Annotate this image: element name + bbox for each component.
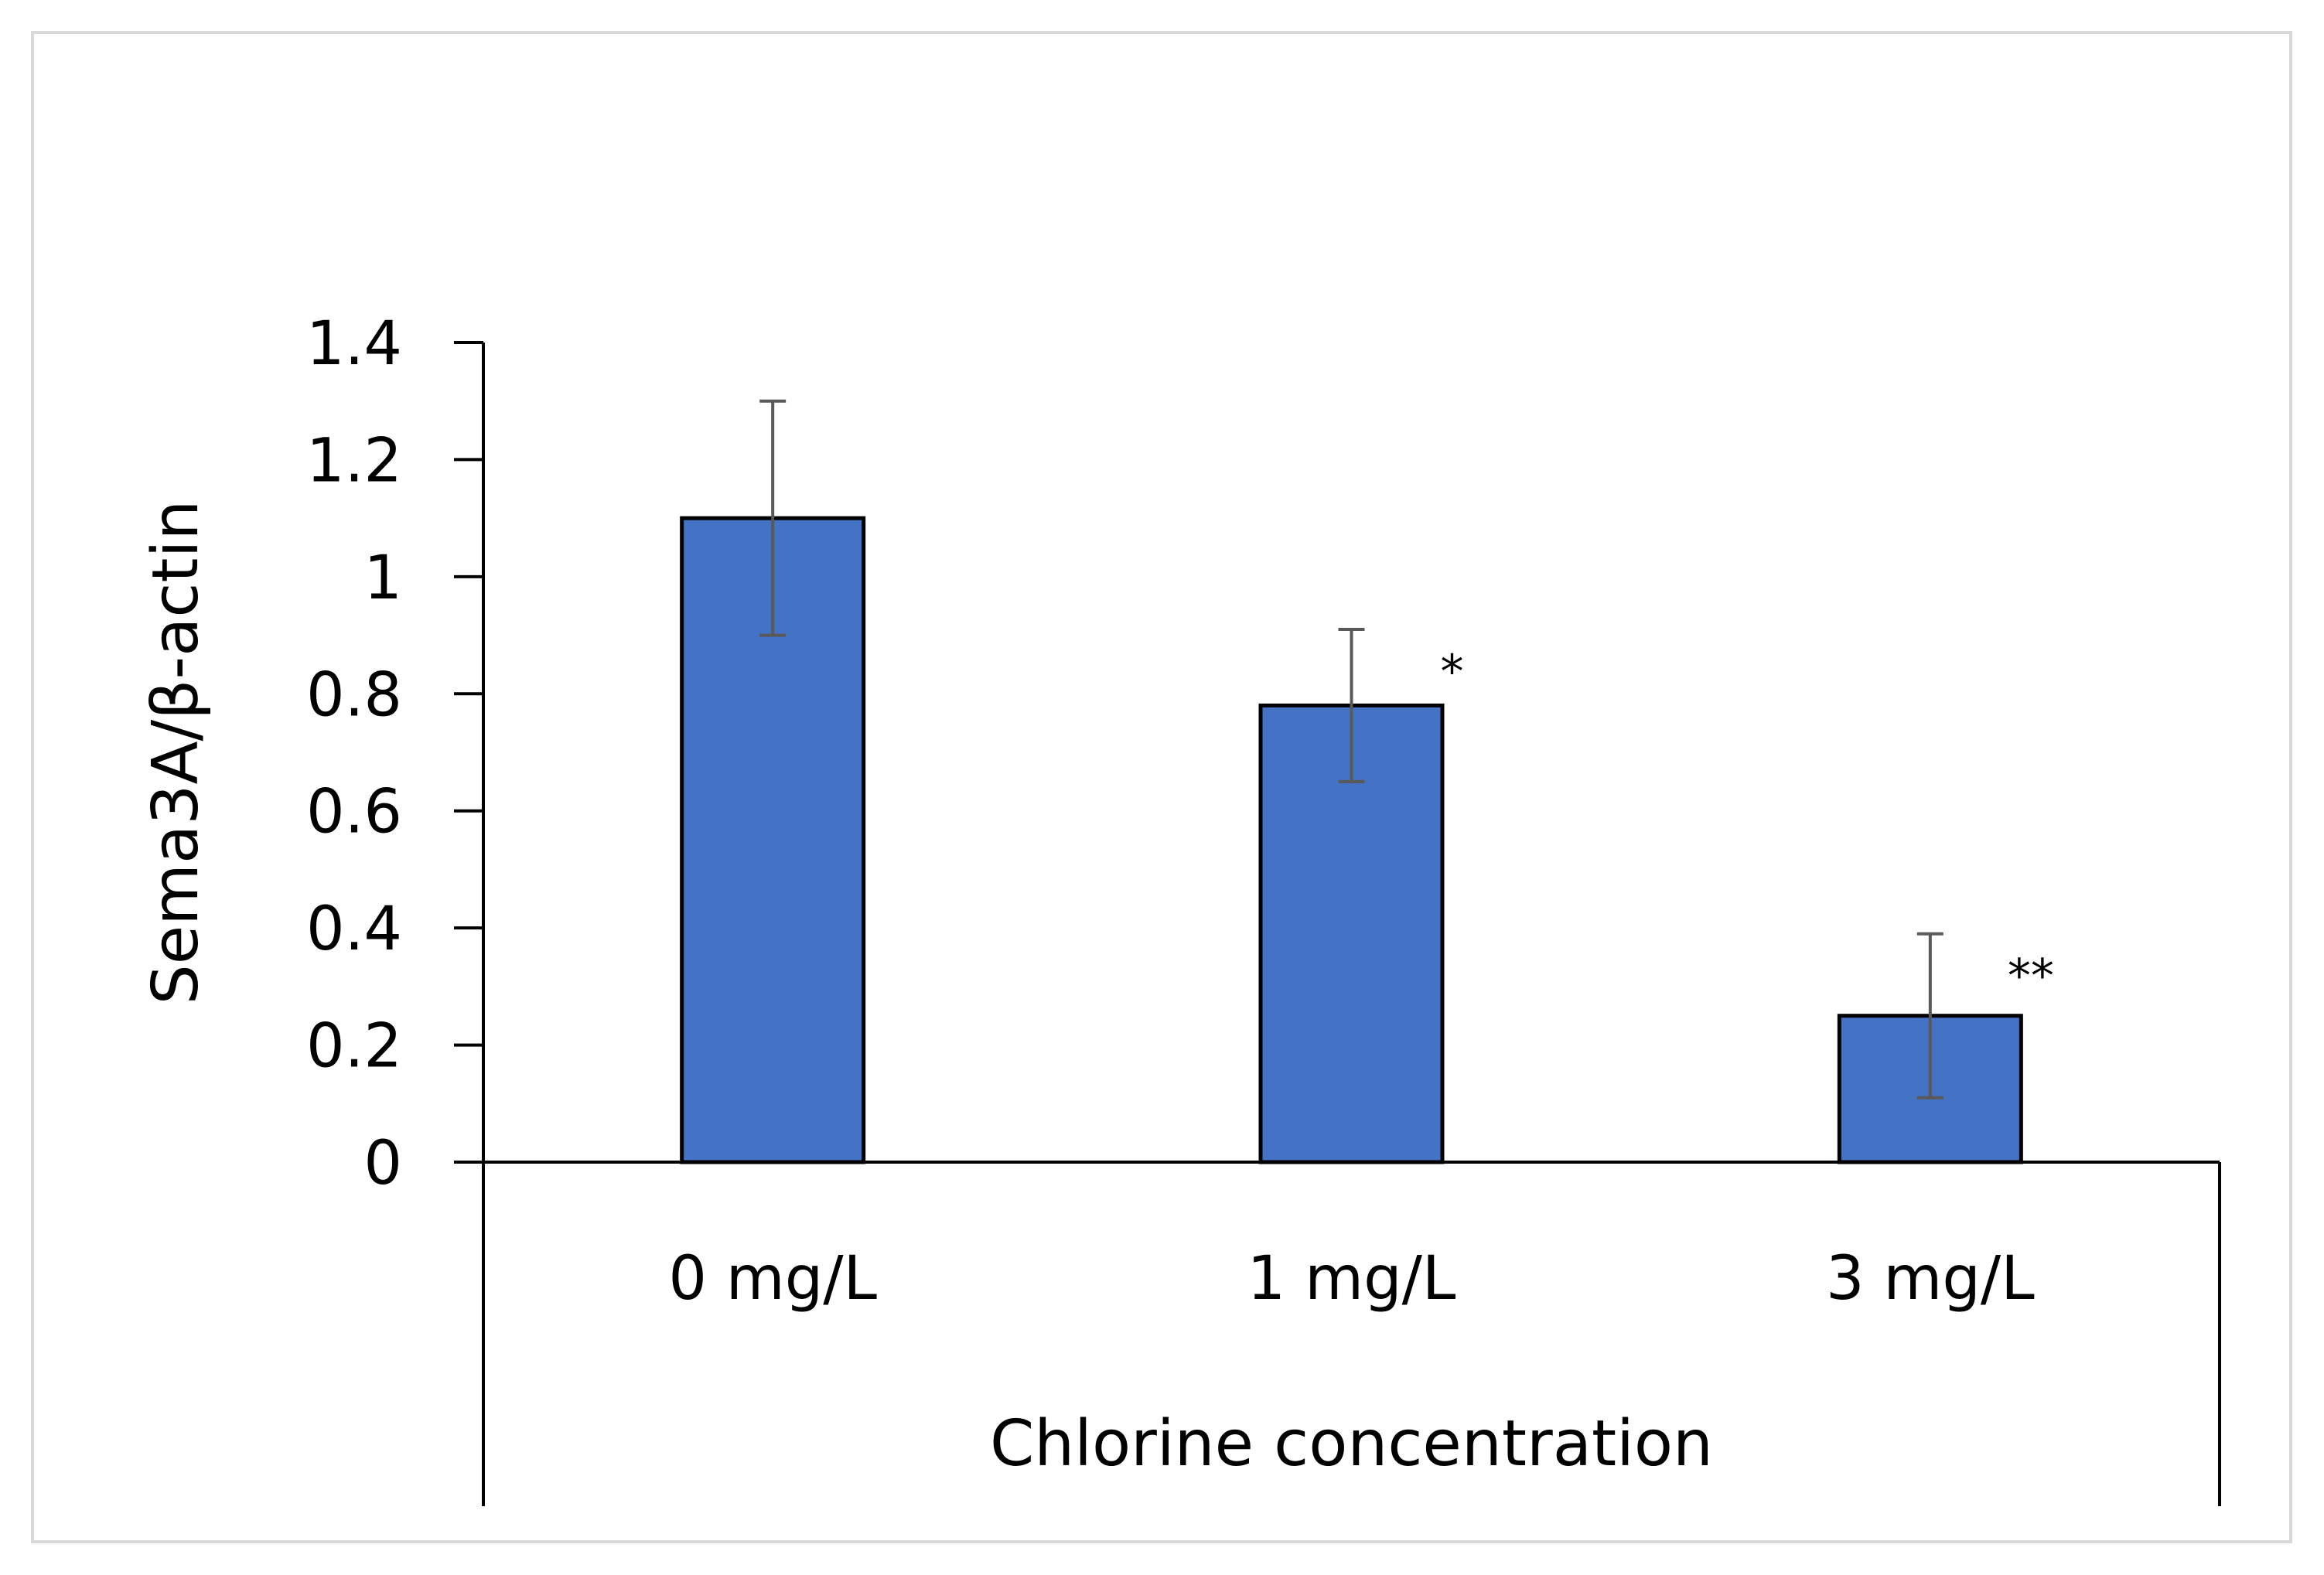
- y-tick-label: 0.6: [306, 778, 402, 847]
- y-axis-title: Sema3A/β-actin: [139, 500, 213, 1005]
- significance-mark: **: [2008, 949, 2054, 1004]
- significance-marks: ***: [1441, 645, 2054, 1004]
- y-tick-label: 0: [363, 1129, 402, 1198]
- significance-mark: *: [1441, 645, 1464, 699]
- bars: [680, 516, 2023, 1164]
- y-tick-label: 1: [363, 544, 402, 613]
- x-tick-labels: 0 mg/L 1 mg/L 3 mg/L: [668, 1244, 2035, 1314]
- y-ticks: 0 0.2 0.4 0.6 0.8 1 1.2 1.4: [306, 309, 483, 1198]
- chart-frame: [31, 31, 2292, 1543]
- error-bars: [759, 399, 1943, 1099]
- y-tick-label: 0.8: [306, 660, 402, 730]
- x-axis-title: Chlorine concentration: [990, 1407, 1713, 1481]
- y-tick-label: 1.2: [306, 426, 402, 496]
- y-tick-label: 0.4: [306, 895, 402, 964]
- x-tick-label: 1 mg/L: [1247, 1244, 1456, 1314]
- y-tick-label: 0.2: [306, 1012, 402, 1082]
- x-tick-label: 0 mg/L: [668, 1244, 877, 1314]
- x-tick-label: 3 mg/L: [1826, 1244, 2035, 1314]
- y-tick-label: 1.4: [306, 309, 402, 379]
